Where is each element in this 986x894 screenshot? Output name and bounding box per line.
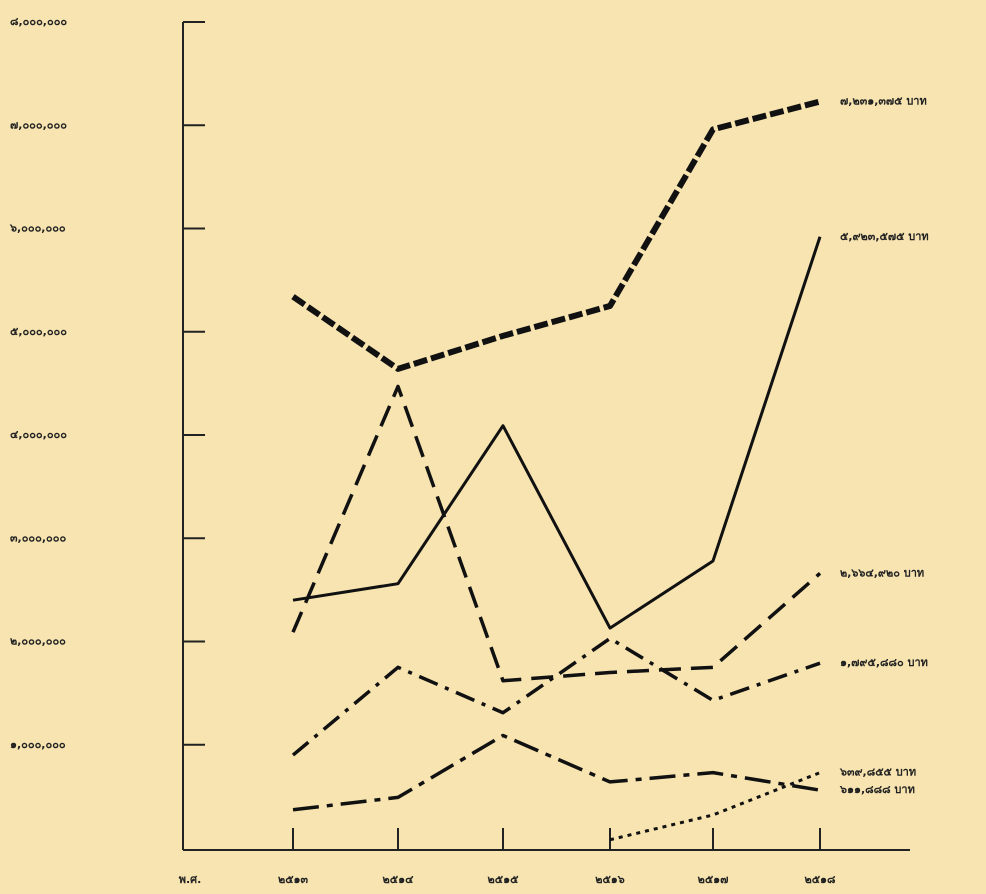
x-tick-label: ๒๕๑๘ xyxy=(804,873,836,886)
y-tick-label: ๒,๐๐๐,๐๐๐ xyxy=(10,635,66,648)
x-tick-label: ๒๕๑๓ xyxy=(278,873,309,886)
series-line xyxy=(291,384,822,683)
x-tick-label: ๒๕๑๕ xyxy=(488,873,520,886)
y-tick-label: ๕,๐๐๐,๐๐๐ xyxy=(10,325,67,338)
x-tick-label: ๒๕๑๖ xyxy=(595,873,625,886)
x-tick-label: ๒๕๑๔ xyxy=(383,873,415,886)
y-tick-label: ๖,๐๐๐,๐๐๐ xyxy=(9,222,66,235)
end-label: ๗,๒๓๑,๓๗๕ บาท xyxy=(840,95,927,108)
series-line xyxy=(291,98,821,372)
y-tick-label: ๗,๐๐๐,๐๐๐ xyxy=(10,118,67,131)
x-tick-label: ๒๕๑๗ xyxy=(698,873,729,886)
end-label: ๕,๙๒๓,๕๗๕ บาท xyxy=(840,230,929,243)
x-axis-label: พ.ศ. xyxy=(179,873,202,886)
series-line xyxy=(291,636,821,757)
end-label: ๖๑๑,๘๘๘ บาท xyxy=(839,783,915,796)
y-tick-label: ๔,๐๐๐,๐๐๐ xyxy=(10,428,67,441)
end-label: ๖๓๙,๘๕๕ บาท xyxy=(839,766,916,779)
y-tick-label: ๓,๐๐๐,๐๐๐ xyxy=(10,531,66,544)
end-label: ๒,๖๖๔,๙๒๐ บาท xyxy=(840,566,924,579)
series-line xyxy=(609,771,821,842)
series-line xyxy=(292,236,822,630)
y-tick-label: ๘,๐๐๐,๐๐๐ xyxy=(10,15,67,28)
y-tick-label: ๑,๐๐๐,๐๐๐ xyxy=(10,738,66,751)
end-label: ๑,๗๙๕,๘๘๐ บาท xyxy=(840,656,928,669)
